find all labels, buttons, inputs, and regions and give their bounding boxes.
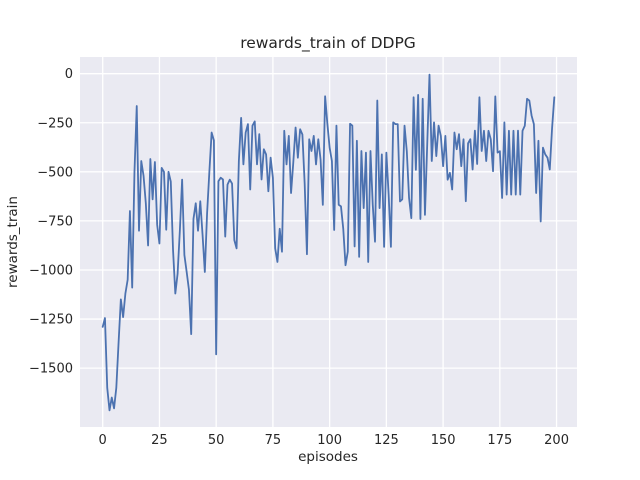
y-tick-label: −250 <box>37 116 73 131</box>
x-tick-label: 175 <box>487 433 512 448</box>
x-tick-label: 75 <box>265 433 282 448</box>
chart-title: rewards_train of DDPG <box>240 34 416 53</box>
y-tick-label: −1250 <box>29 313 73 328</box>
y-tick-label: −1500 <box>29 362 73 377</box>
plot-area <box>80 57 577 427</box>
tick-labels: 0 25 50 75 100 125 150 175 200 0 −250 −500 −750 −1000… <box>29 67 569 448</box>
y-axis-label: rewards_train <box>5 196 21 288</box>
x-tick-label: 0 <box>99 433 107 448</box>
x-tick-label: 125 <box>374 433 399 448</box>
rewards-train-line <box>101 73 556 412</box>
x-tick-label: 150 <box>431 433 456 448</box>
x-axis-label: episodes <box>298 449 358 465</box>
y-tick-label: 0 <box>65 67 73 82</box>
x-tick-label: 50 <box>208 433 225 448</box>
x-tick-label: 100 <box>317 433 342 448</box>
x-tick-label: 200 <box>544 433 569 448</box>
y-tick-label: −1000 <box>29 263 73 278</box>
y-tick-label: −750 <box>37 214 73 229</box>
y-tick-label: −500 <box>37 165 73 180</box>
x-tick-label: 25 <box>151 433 168 448</box>
